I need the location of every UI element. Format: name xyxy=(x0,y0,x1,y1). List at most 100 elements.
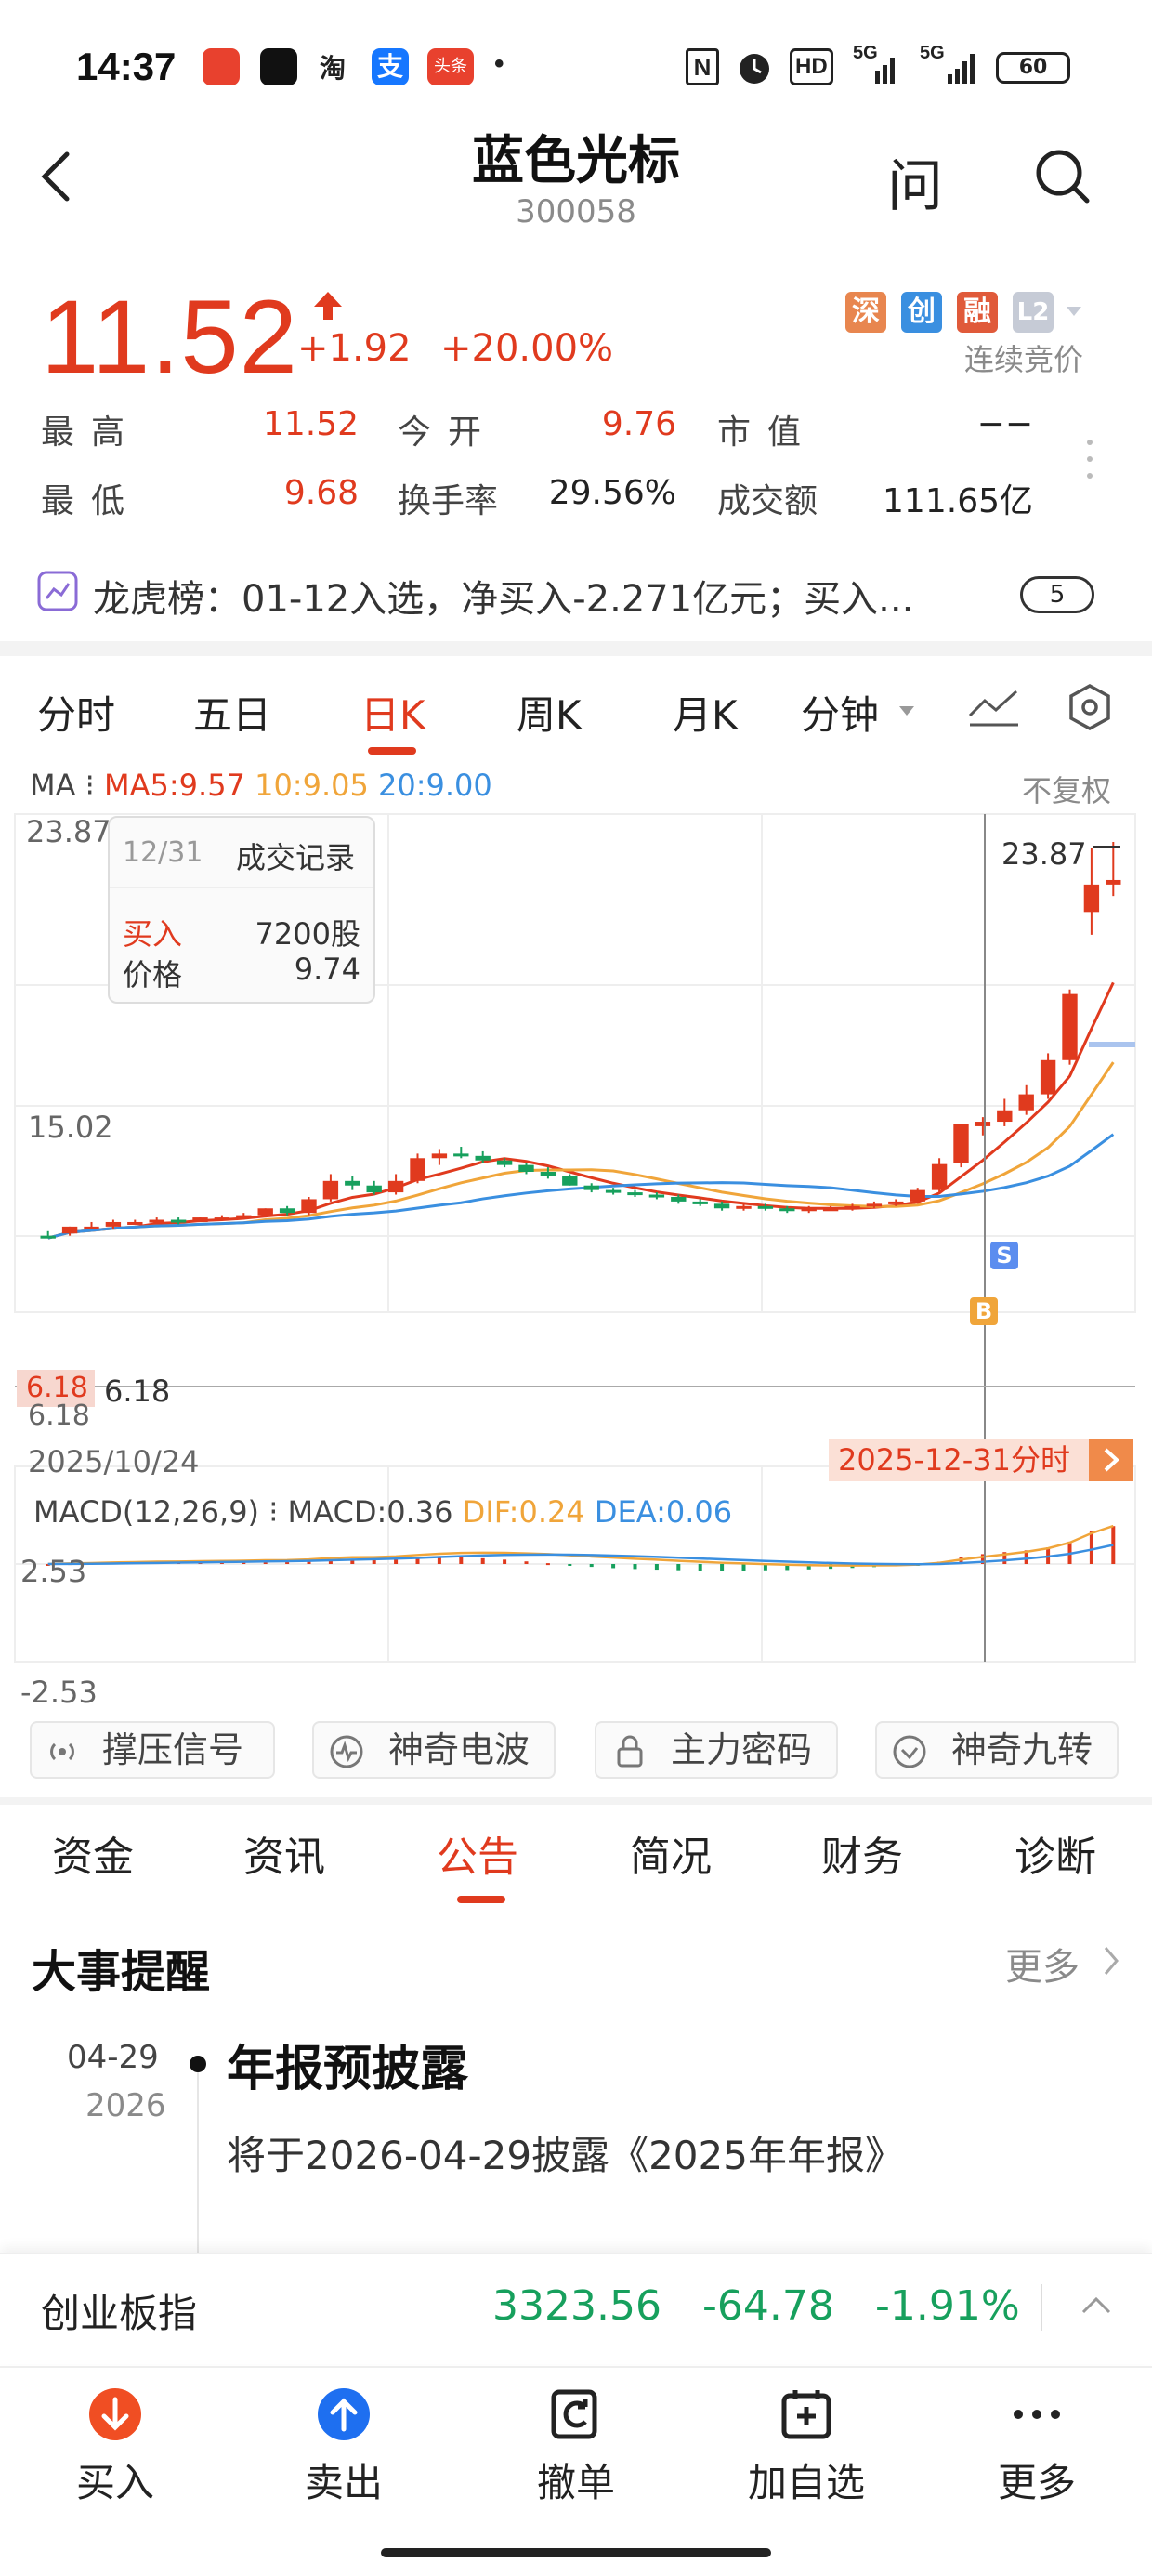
main-force-code-button[interactable]: 主力密码 xyxy=(595,1721,838,1779)
index-divider xyxy=(1041,2284,1042,2331)
add-watchlist-button[interactable]: 加自选 xyxy=(747,2460,865,2505)
tab-profile[interactable]: 简况 xyxy=(630,1833,712,1881)
dea-line xyxy=(47,1544,1114,1566)
tab-weekly-k[interactable]: 周K xyxy=(517,692,582,738)
candle-body xyxy=(910,1189,925,1202)
tab-minute[interactable]: 分钟 xyxy=(801,692,880,738)
section-divider xyxy=(0,641,1152,656)
l2-dropdown-icon[interactable] xyxy=(1065,305,1083,318)
magic-wave-button[interactable]: 神奇电波 xyxy=(312,1721,556,1779)
macd-bar xyxy=(480,1557,485,1564)
dragon-tiger-text[interactable]: 龙虎榜：01-12入选，净买入-2.271亿元；买入... xyxy=(93,578,914,621)
macd-bar xyxy=(285,1561,290,1564)
signal-label-1: 撑压信号 xyxy=(102,1729,244,1770)
candle-body xyxy=(301,1199,317,1214)
current-price: 11.52 xyxy=(41,279,298,395)
events-more-link[interactable]: 更多 xyxy=(1005,1946,1080,1989)
taobao-icon: 淘 xyxy=(320,54,347,83)
chevron-right-icon[interactable] xyxy=(1100,1944,1122,1978)
battery-icon: 60 xyxy=(996,52,1070,84)
candle-body xyxy=(453,1153,469,1157)
macd-legend: MACD(12,26,9) ⁝ MACD:0.36 DIF:0.24 DEA:0… xyxy=(33,1494,732,1530)
more-icon[interactable] xyxy=(1009,2386,1065,2442)
candle-body xyxy=(844,1205,860,1209)
tab-finance[interactable]: 财务 xyxy=(821,1833,903,1881)
buy-button[interactable]: 买入 xyxy=(75,2460,154,2505)
indicator-draw-icon[interactable] xyxy=(966,688,1022,729)
l2-badge[interactable]: L2 xyxy=(1013,292,1054,333)
turnover-value: 29.56% xyxy=(548,474,676,512)
high-label: 最高 xyxy=(41,414,142,452)
search-icon[interactable] xyxy=(1033,147,1093,206)
candle-body xyxy=(692,1201,708,1204)
support-resistance-button[interactable]: 撑压信号 xyxy=(30,1721,275,1779)
candles xyxy=(40,842,1121,1239)
macd-bar xyxy=(307,1560,311,1564)
max-price-leader xyxy=(1093,846,1120,848)
index-ticker-bar[interactable]: 创业板指 3323.56 -64.78 -1.91% xyxy=(0,2253,1152,2364)
macd-bar xyxy=(763,1564,767,1571)
buy-icon[interactable] xyxy=(87,2386,143,2442)
candle-body xyxy=(1040,1059,1056,1095)
macd-bar xyxy=(806,1564,811,1570)
ma-prefix: MA xyxy=(30,768,76,803)
dragon-tiger-count[interactable]: 5 xyxy=(1020,576,1094,613)
candle-body xyxy=(192,1217,208,1222)
timeshare-link-arrow[interactable] xyxy=(1089,1439,1133,1481)
expand-dots-icon[interactable] xyxy=(1083,437,1096,483)
timeshare-link[interactable]: 2025-12-31分时 xyxy=(829,1439,1089,1481)
stock-name: 蓝色光标 xyxy=(472,131,680,191)
gem-badge: 创 xyxy=(901,292,942,333)
candle-body xyxy=(801,1208,817,1212)
tab-capital[interactable]: 资金 xyxy=(52,1833,134,1881)
mktcap-value: −− xyxy=(976,405,1033,443)
buy-marker[interactable]: B xyxy=(970,1297,998,1325)
index-change: -64.78 xyxy=(702,2282,834,2330)
macd-lines xyxy=(47,1524,1114,1567)
candle-body xyxy=(779,1208,795,1212)
tab-announcement[interactable]: 公告 xyxy=(437,1833,518,1881)
tab-news[interactable]: 资讯 xyxy=(243,1833,325,1881)
sell-icon[interactable] xyxy=(316,2386,372,2442)
candle-body xyxy=(540,1172,556,1176)
candle-body xyxy=(562,1176,578,1186)
max-price-label: 23.87 xyxy=(1001,836,1087,872)
more-button[interactable]: 更多 xyxy=(997,2460,1076,2505)
chevron-down-icon[interactable] xyxy=(897,704,916,717)
adjust-mode[interactable]: 不复权 xyxy=(1022,773,1112,808)
dragon-tiger-count-value: 5 xyxy=(1049,581,1066,609)
ask-button[interactable]: 问 xyxy=(887,154,943,219)
ma10-value: 10:9.05 xyxy=(255,768,369,803)
tip-buy-label: 买入 xyxy=(123,916,183,952)
magic-nine-button[interactable]: 神奇九转 xyxy=(875,1721,1119,1779)
candlestick-chart[interactable] xyxy=(0,808,1152,1710)
candle-body xyxy=(822,1208,839,1212)
back-arrow-icon[interactable] xyxy=(37,149,74,204)
macd-separator: ⁝ xyxy=(259,1494,288,1530)
cancel-order-icon[interactable] xyxy=(548,2386,604,2442)
tab-diagnosis[interactable]: 诊断 xyxy=(1015,1833,1096,1881)
macd-bar xyxy=(350,1558,355,1564)
event-title[interactable]: 年报预披露 xyxy=(227,2042,469,2097)
tab-five-day[interactable]: 五日 xyxy=(193,692,272,738)
tab-timeshare[interactable]: 分时 xyxy=(37,692,116,738)
sell-button[interactable]: 卖出 xyxy=(304,2460,383,2505)
app-notification-icon xyxy=(203,48,240,85)
tab-daily-k[interactable]: 日K xyxy=(360,692,425,738)
index-change-pct: -1.91% xyxy=(875,2282,1020,2330)
lock-icon xyxy=(617,1735,643,1768)
index-name: 创业板指 xyxy=(41,2291,198,2336)
sell-marker[interactable]: S xyxy=(990,1242,1018,1269)
event-date: 04-29 xyxy=(67,2039,159,2076)
chevron-up-icon[interactable] xyxy=(1080,2293,1113,2316)
add-watchlist-icon[interactable] xyxy=(779,2386,834,2442)
settings-hexagon-icon[interactable] xyxy=(1065,682,1115,732)
macd-bar xyxy=(741,1564,746,1571)
stock-app-icon xyxy=(260,48,297,85)
tab-monthly-k[interactable]: 月K xyxy=(673,692,738,738)
trend-chart-icon xyxy=(37,571,78,611)
candle-body xyxy=(953,1124,969,1163)
candle-body xyxy=(1106,879,1121,885)
candle-body xyxy=(84,1226,99,1229)
cancel-order-button[interactable]: 撤单 xyxy=(536,2460,615,2505)
